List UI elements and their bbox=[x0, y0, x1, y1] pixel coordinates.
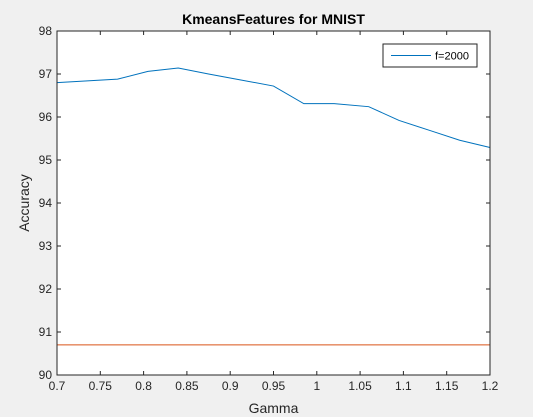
plot-area bbox=[57, 31, 490, 375]
y-axis-label: Accuracy bbox=[16, 174, 32, 232]
x-tick-label: 1.05 bbox=[348, 379, 372, 393]
x-tick-label: 1.15 bbox=[435, 379, 459, 393]
x-tick-label: 1.2 bbox=[482, 379, 499, 393]
legend-label: f=2000 bbox=[435, 51, 469, 63]
y-tick-label: 96 bbox=[39, 110, 53, 124]
y-tick-label: 90 bbox=[39, 368, 53, 382]
x-tick-label: 0.95 bbox=[262, 379, 286, 393]
y-tick-label: 98 bbox=[39, 24, 53, 38]
y-tick-label: 92 bbox=[39, 282, 53, 296]
x-tick-label: 0.75 bbox=[89, 379, 113, 393]
x-axis-label: Gamma bbox=[249, 400, 299, 416]
y-tick-label: 97 bbox=[39, 67, 53, 81]
x-tick-label: 1.1 bbox=[395, 379, 412, 393]
x-tick-label: 0.85 bbox=[175, 379, 199, 393]
y-tick-label: 93 bbox=[39, 239, 53, 253]
y-tick-label: 91 bbox=[39, 325, 53, 339]
x-tick-label: 0.8 bbox=[135, 379, 152, 393]
y-tick-label: 95 bbox=[39, 153, 53, 167]
x-tick-label: 0.9 bbox=[222, 379, 239, 393]
chart-title: KmeansFeatures for MNIST bbox=[182, 11, 365, 27]
x-tick-label: 1 bbox=[313, 379, 320, 393]
y-tick-label: 94 bbox=[39, 196, 53, 210]
legend: f=2000 bbox=[383, 44, 477, 67]
